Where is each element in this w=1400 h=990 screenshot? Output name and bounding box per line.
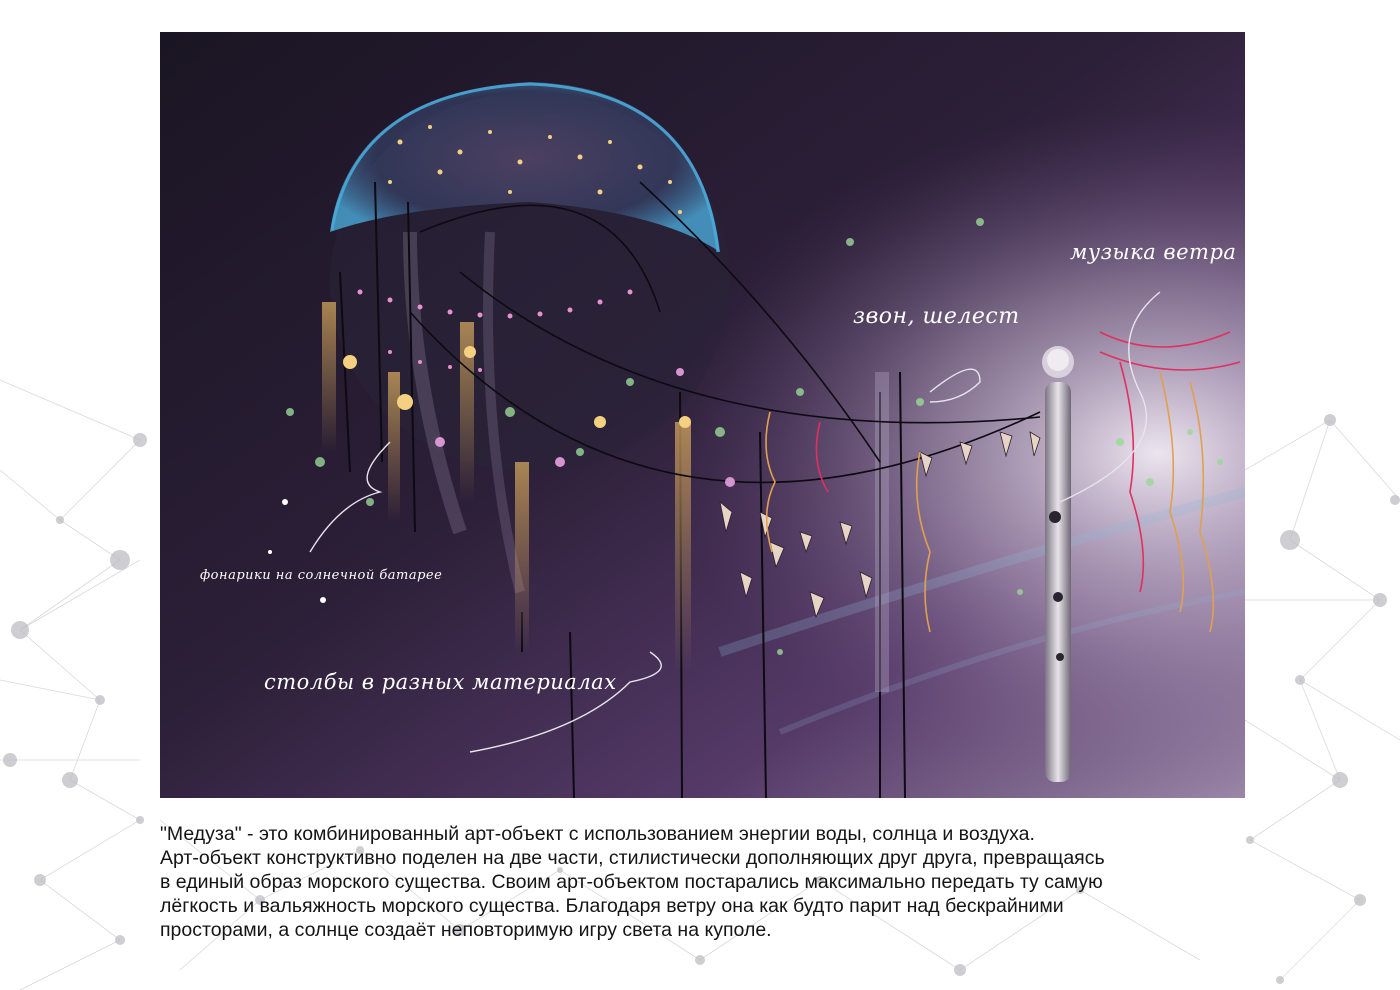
poles-materials-annotation: столбы в разных материалах xyxy=(264,670,617,694)
wind-music-annotation: музыка ветра xyxy=(1070,240,1237,264)
illustration-drawing xyxy=(160,32,1245,798)
jellyfish-art-object-illustration: музыка ветра звон, шелест фонарики на со… xyxy=(160,32,1245,798)
solar-lanterns-annotation: фонарики на солнечной батарее xyxy=(200,568,443,583)
ringing-rustle-annotation: звон, шелест xyxy=(853,304,1020,329)
description-text: "Медуза" - это комбинированный арт-объек… xyxy=(160,823,1105,941)
